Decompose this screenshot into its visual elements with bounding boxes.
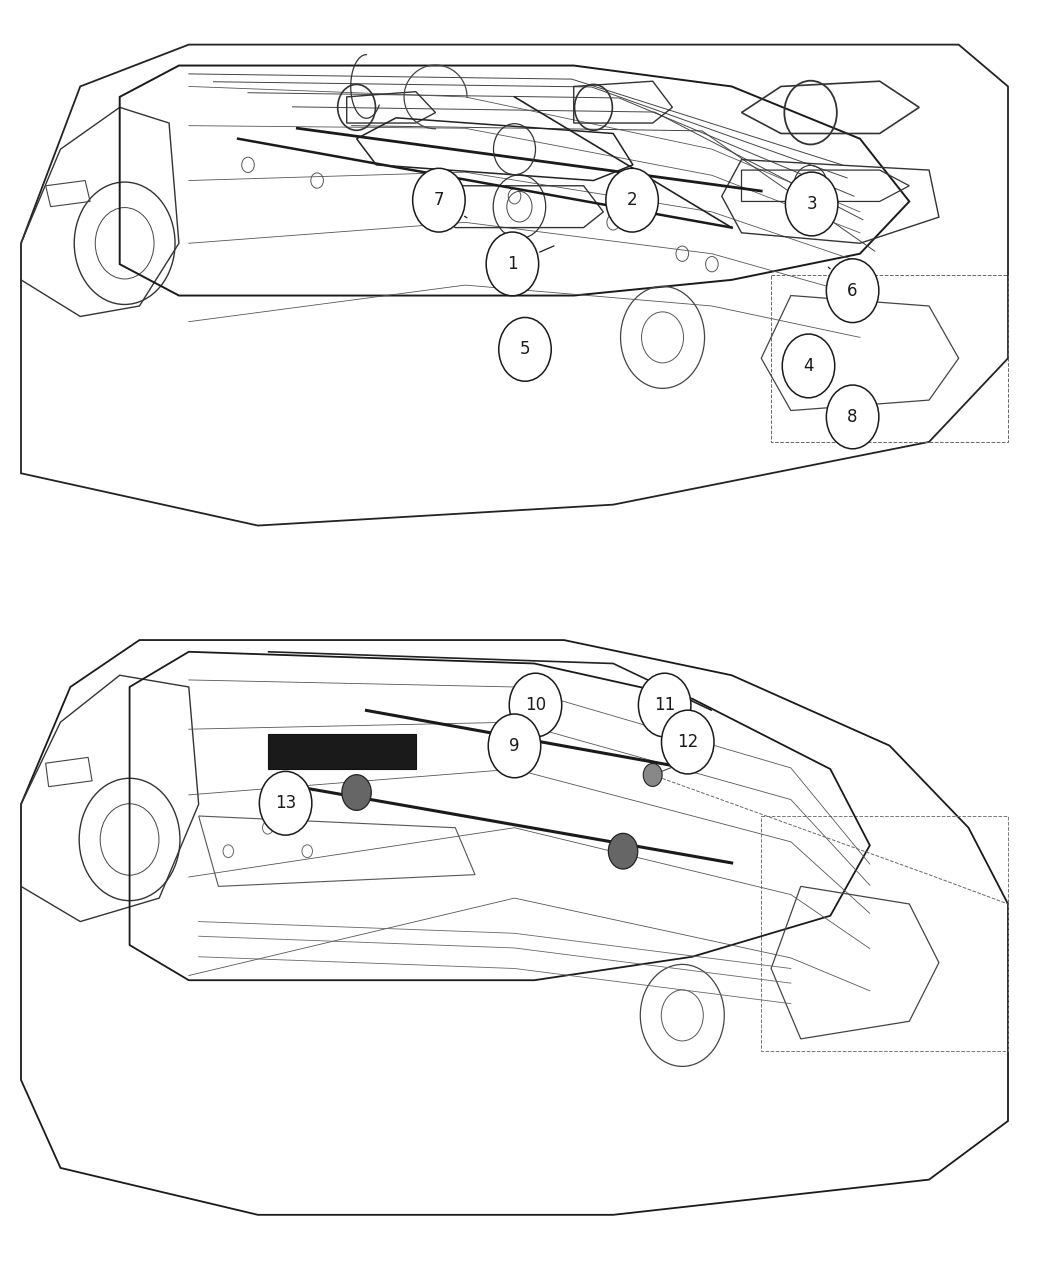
Text: 12: 12 bbox=[677, 733, 698, 751]
Circle shape bbox=[826, 259, 879, 323]
Text: 5: 5 bbox=[520, 340, 530, 358]
Text: 11: 11 bbox=[654, 696, 675, 714]
Circle shape bbox=[662, 710, 714, 774]
Polygon shape bbox=[268, 734, 416, 769]
Circle shape bbox=[509, 673, 562, 737]
Circle shape bbox=[608, 834, 637, 870]
Text: 1: 1 bbox=[507, 255, 518, 273]
Circle shape bbox=[488, 714, 541, 778]
Text: 13: 13 bbox=[275, 794, 296, 812]
Text: 9: 9 bbox=[509, 737, 520, 755]
Circle shape bbox=[606, 168, 658, 232]
Circle shape bbox=[259, 771, 312, 835]
Circle shape bbox=[499, 317, 551, 381]
Text: 7: 7 bbox=[434, 191, 444, 209]
Text: 2: 2 bbox=[627, 191, 637, 209]
Circle shape bbox=[638, 673, 691, 737]
Text: 3: 3 bbox=[806, 195, 817, 213]
Text: 6: 6 bbox=[847, 282, 858, 300]
Text: 10: 10 bbox=[525, 696, 546, 714]
Circle shape bbox=[342, 775, 372, 811]
Circle shape bbox=[826, 385, 879, 449]
Text: 8: 8 bbox=[847, 408, 858, 426]
Circle shape bbox=[782, 334, 835, 398]
Text: 4: 4 bbox=[803, 357, 814, 375]
Circle shape bbox=[486, 232, 539, 296]
Circle shape bbox=[413, 168, 465, 232]
Circle shape bbox=[644, 764, 663, 787]
Circle shape bbox=[785, 172, 838, 236]
